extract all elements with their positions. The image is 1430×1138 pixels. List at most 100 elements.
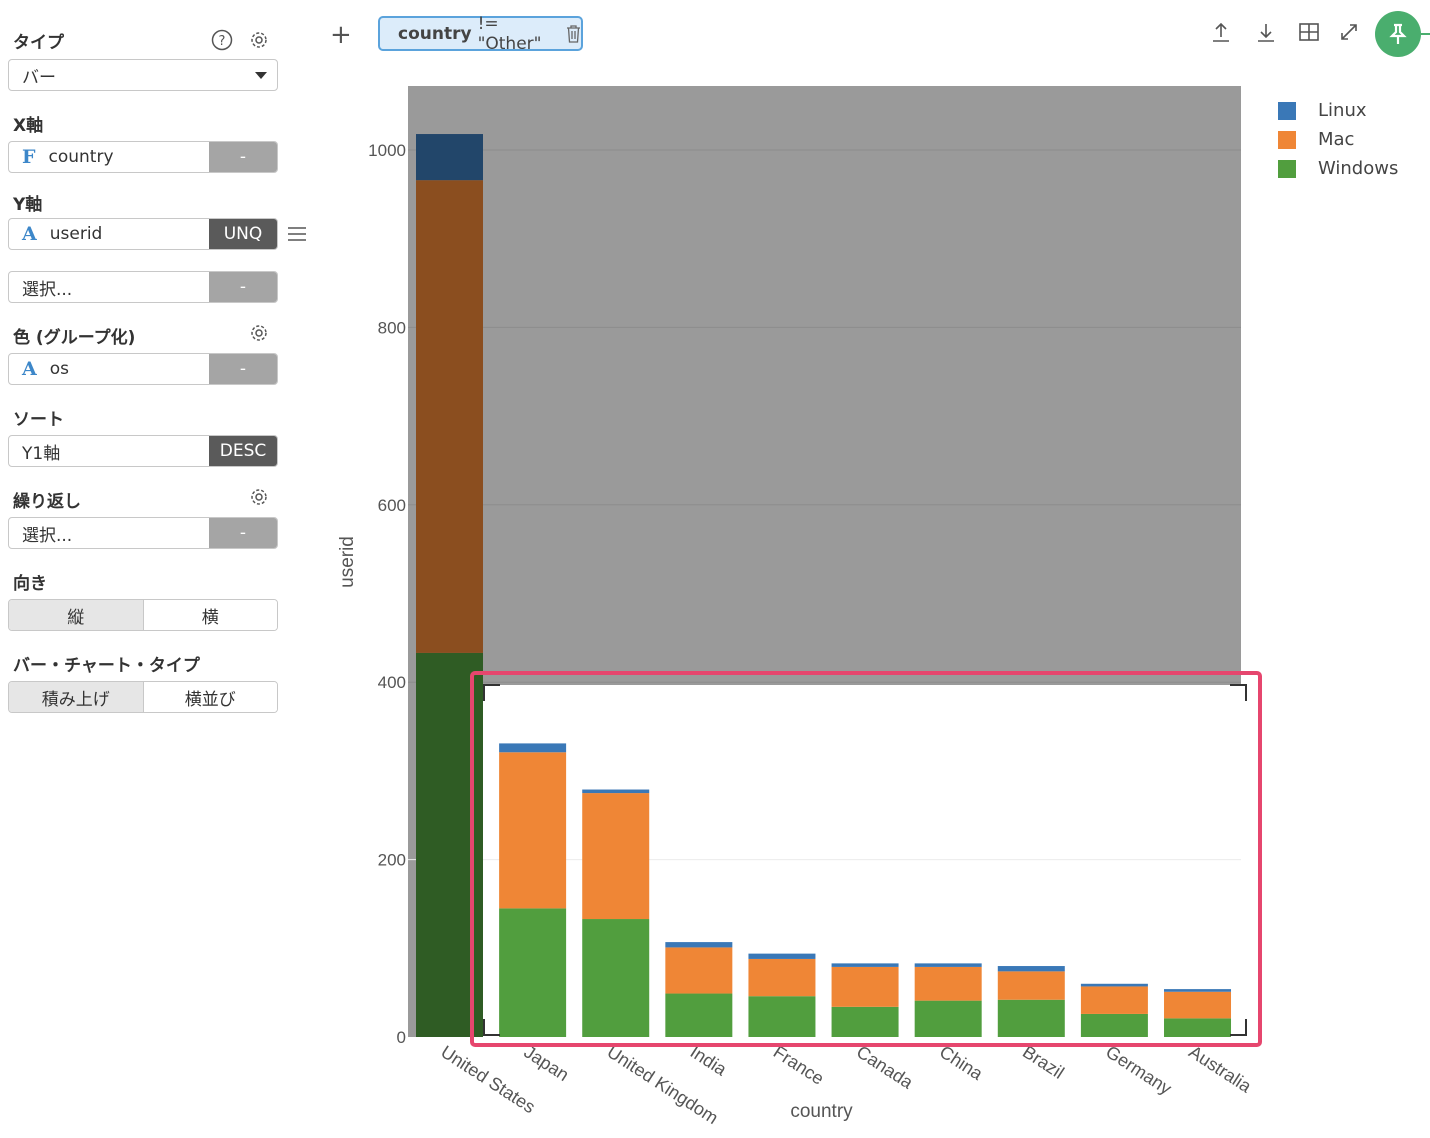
y-axis-aggregate-button[interactable]: UNQ	[209, 219, 277, 249]
chart-type-select[interactable]: バー	[8, 59, 278, 91]
repeat-placeholder: 選択...	[22, 525, 73, 546]
pin-icon	[1389, 23, 1407, 44]
upload-icon[interactable]	[1207, 18, 1235, 46]
sort-order-button[interactable]: DESC	[209, 436, 277, 466]
legend-swatch-mac	[1278, 130, 1296, 149]
crop-corner-top-left	[483, 684, 500, 701]
bar-segment	[1164, 991, 1232, 1019]
bar-type-stacked[interactable]: 積み上げ	[9, 682, 143, 712]
type-gear-icon[interactable]	[247, 28, 271, 52]
bar-segment	[914, 963, 982, 967]
orientation-label: 向き	[13, 574, 47, 594]
crop-corner-bottom-left	[483, 1019, 500, 1036]
sort-value: Y1軸	[22, 443, 61, 464]
bar-segment	[416, 134, 483, 181]
chevron-down-icon	[255, 71, 267, 79]
bar-segment	[997, 966, 1065, 972]
add-filter-button[interactable]: +	[330, 20, 352, 50]
color-aggregate-button[interactable]: -	[209, 354, 277, 384]
y-tick-label: 1000	[368, 141, 406, 160]
y-tick-label: 400	[378, 673, 406, 692]
filter-chip[interactable]: country != "Other"	[378, 14, 583, 54]
table-grid-icon[interactable]	[1295, 18, 1323, 46]
legend-item-linux[interactable]: Linux	[1278, 96, 1398, 125]
legend-item-windows[interactable]: Windows	[1278, 154, 1398, 183]
x-axis-aggregate-button[interactable]: -	[209, 142, 277, 172]
pin-button[interactable]	[1375, 11, 1421, 57]
bar-segment	[499, 752, 567, 909]
repeat-label: 繰り返し	[13, 492, 81, 512]
legend-label-mac: Mac	[1318, 129, 1355, 150]
type-label: タイプ	[13, 33, 64, 53]
x-tick-label: China	[936, 1042, 987, 1085]
bar-segment	[499, 743, 567, 753]
x-axis-label: X軸	[13, 116, 44, 136]
bar-segment	[831, 963, 899, 967]
bar-segment	[582, 789, 650, 794]
y2-axis-aggregate-button[interactable]: -	[209, 272, 277, 302]
y-axis-label: Y軸	[13, 195, 43, 215]
bar-segment	[748, 958, 816, 997]
x-tick-label: Brazil	[1019, 1042, 1068, 1083]
bar-segment	[831, 1006, 899, 1037]
expand-icon[interactable]	[1335, 18, 1363, 46]
factor-type-icon: F	[22, 146, 36, 168]
y-axis-value: userid	[49, 224, 103, 244]
bar-segment	[748, 996, 816, 1037]
color-value: os	[49, 359, 70, 379]
sort-label: ソート	[13, 410, 64, 430]
legend-swatch-windows	[1278, 159, 1296, 178]
orientation-horizontal[interactable]: 横	[142, 600, 277, 630]
download-icon[interactable]	[1252, 18, 1280, 46]
color-label: 色 (グループ化)	[13, 328, 136, 348]
repeat-gear-icon[interactable]	[247, 485, 271, 509]
bar-segment	[665, 993, 733, 1037]
trash-icon[interactable]	[566, 24, 581, 43]
pin-connector	[1421, 33, 1430, 35]
x-axis-value: country	[48, 147, 114, 167]
legend-swatch-linux	[1278, 101, 1296, 120]
y2-axis-field[interactable]: 選択... -	[8, 271, 278, 303]
x-tick-label: India	[687, 1042, 731, 1081]
bar-segment	[1080, 983, 1148, 987]
color-gear-icon[interactable]	[247, 321, 271, 345]
repeat-field[interactable]: 選択... -	[8, 517, 278, 549]
x-tick-label: Germany	[1102, 1042, 1175, 1099]
repeat-aggregate-button[interactable]: -	[209, 518, 277, 548]
character-type-icon: A	[22, 223, 37, 245]
legend-item-mac[interactable]: Mac	[1278, 125, 1398, 154]
bar-segment	[1080, 1013, 1148, 1037]
bar-segment	[914, 966, 982, 1001]
highlight-frame	[470, 671, 1262, 1047]
y2-axis-placeholder: 選択...	[22, 279, 73, 300]
sort-field[interactable]: Y1軸 DESC	[8, 435, 278, 467]
legend-label-linux: Linux	[1318, 100, 1367, 121]
bar-segment	[1080, 986, 1148, 1014]
bar-segment	[997, 999, 1065, 1037]
menu-icon[interactable]	[285, 222, 309, 246]
bar-segment	[582, 919, 650, 1037]
bar-segment	[582, 793, 650, 920]
help-icon[interactable]: ?	[210, 28, 234, 52]
x-tick-label: Canada	[853, 1042, 918, 1094]
bar-type-label: バー・チャート・タイプ	[13, 656, 200, 676]
bar-type-toggle: 積み上げ 横並び	[8, 681, 278, 713]
chart-type-value: バー	[22, 67, 56, 88]
bar-type-grouped[interactable]: 横並び	[142, 682, 277, 712]
bar-segment	[1164, 989, 1232, 992]
orientation-vertical[interactable]: 縦	[9, 600, 143, 630]
chart-legend: Linux Mac Windows	[1278, 96, 1398, 183]
bar-segment	[914, 1000, 982, 1037]
filter-field: country	[398, 23, 472, 44]
bar-segment	[499, 908, 567, 1037]
x-axis-title: country	[790, 1101, 853, 1122]
bar-segment	[665, 942, 733, 948]
orientation-toggle: 縦 横	[8, 599, 278, 631]
legend-label-windows: Windows	[1318, 158, 1399, 179]
x-tick-label: Australia	[1185, 1042, 1255, 1097]
